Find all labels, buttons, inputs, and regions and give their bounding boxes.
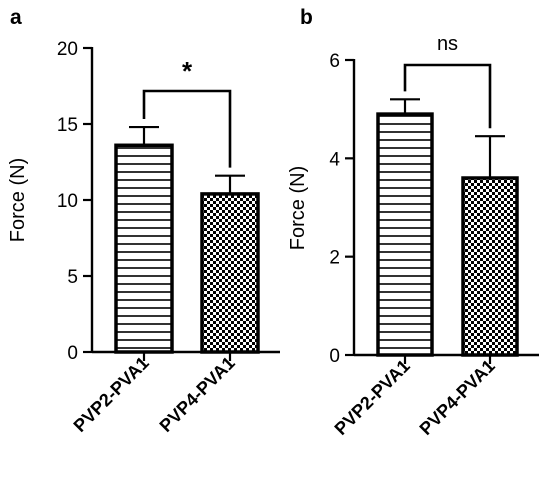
bar bbox=[376, 112, 434, 357]
y-tick-label: 10 bbox=[57, 191, 78, 212]
panel-letter: b bbox=[300, 6, 313, 29]
y-ticks: 0 2 4 6 bbox=[329, 51, 354, 367]
category-label: PVP4-PVA1 bbox=[416, 356, 499, 439]
axes bbox=[90, 47, 280, 361]
significance-bracket: * bbox=[142, 56, 232, 168]
panel-a: a Force (N) 0 5 10 15 20 * PVP2-PVA1 PVP4-PVA… bbox=[7, 6, 280, 436]
y-axis-label: Force (N) bbox=[287, 166, 309, 250]
panel-letter: a bbox=[10, 6, 22, 29]
y-tick-label: 0 bbox=[67, 343, 78, 364]
y-tick-label: 2 bbox=[329, 248, 340, 269]
bar bbox=[200, 192, 260, 354]
y-tick-label: 4 bbox=[329, 149, 340, 170]
axes bbox=[352, 59, 539, 364]
y-axis-label: Force (N) bbox=[7, 158, 29, 242]
category-label: PVP2-PVA1 bbox=[331, 356, 414, 439]
bar bbox=[461, 176, 519, 357]
significance-label: * bbox=[182, 56, 193, 86]
category-labels: PVP2-PVA1 PVP4-PVA1 bbox=[331, 356, 499, 439]
y-tick-label: 15 bbox=[57, 115, 78, 136]
y-ticks: 0 5 10 15 20 bbox=[57, 39, 92, 364]
bracket-line bbox=[403, 63, 492, 129]
y-tick-label: 20 bbox=[57, 39, 78, 60]
significance-label: ns bbox=[437, 33, 458, 55]
bracket-line bbox=[142, 89, 232, 168]
bars bbox=[114, 125, 260, 354]
panel-b: b Force (N) 0 2 4 6 ns PVP2-PVA1 PVP4-PVA1 bbox=[287, 6, 539, 439]
bar bbox=[114, 143, 174, 354]
category-labels: PVP2-PVA1 PVP4-PVA1 bbox=[70, 353, 239, 436]
significance-bracket: ns bbox=[403, 33, 492, 129]
y-tick-label: 0 bbox=[329, 346, 340, 367]
bars bbox=[376, 98, 519, 357]
category-label: PVP2-PVA1 bbox=[70, 353, 153, 436]
y-tick-label: 6 bbox=[329, 51, 340, 72]
y-tick-label: 5 bbox=[67, 267, 78, 288]
category-label: PVP4-PVA1 bbox=[156, 353, 239, 436]
